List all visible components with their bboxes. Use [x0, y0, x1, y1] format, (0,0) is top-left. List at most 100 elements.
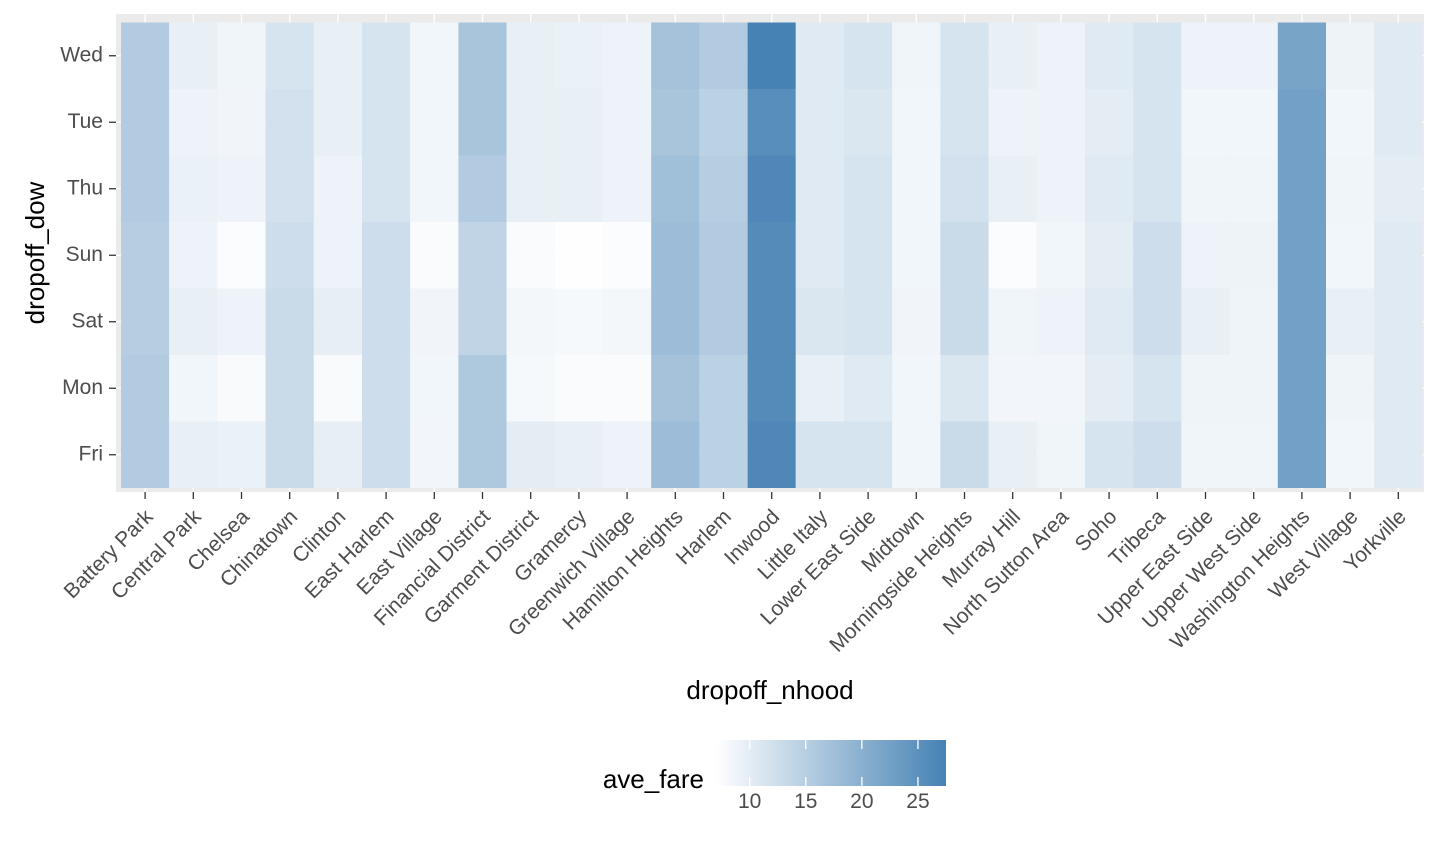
heatmap-tile	[795, 89, 844, 156]
heatmap-tile	[169, 222, 218, 289]
heatmap-tile	[1277, 421, 1326, 488]
heatmap-tile	[313, 421, 362, 488]
heatmap-tile	[265, 222, 314, 289]
heatmap-tile	[988, 222, 1037, 289]
heatmap-tile	[1085, 89, 1134, 156]
heatmap-tile	[1181, 288, 1230, 355]
heatmap-tile	[410, 355, 459, 422]
heatmap-tile	[747, 155, 796, 222]
heatmap-tile	[795, 22, 844, 89]
heatmap-tile	[554, 22, 603, 89]
y-axis: Fri Mon Sat Sun Thu Tue Wed	[60, 43, 116, 465]
heatmap-tile	[265, 288, 314, 355]
heatmap-tile	[1277, 155, 1326, 222]
heatmap-tile	[699, 89, 748, 156]
heatmap-tile	[506, 89, 555, 156]
heatmap-tile	[217, 222, 266, 289]
heatmap-tile	[410, 222, 459, 289]
y-tick-label: Tue	[68, 110, 103, 133]
heatmap-tile	[892, 155, 941, 222]
heatmap-tile	[940, 89, 989, 156]
heatmap-tile	[603, 22, 652, 89]
heatmap-tile	[603, 222, 652, 289]
heatmap-tile	[651, 155, 700, 222]
heatmap-tile	[988, 421, 1037, 488]
heatmap-tile	[1133, 421, 1182, 488]
heatmap-tile	[1181, 421, 1230, 488]
legend-colorbar	[716, 740, 946, 786]
heatmap-tile	[410, 22, 459, 89]
heatmap-tile	[603, 89, 652, 156]
heatmap-tile	[554, 355, 603, 422]
heatmap-tile	[410, 155, 459, 222]
heatmap-tile	[362, 222, 411, 289]
heatmap-tile	[458, 22, 507, 89]
heatmap-tile	[313, 222, 362, 289]
heatmap-tile	[1326, 155, 1375, 222]
heatmap-tile	[1036, 22, 1085, 89]
heatmap-tile	[121, 155, 170, 222]
heatmap-tile	[1133, 22, 1182, 89]
legend-tick-label: 15	[794, 790, 817, 813]
heatmap-tile	[844, 155, 893, 222]
heatmap-tile	[313, 89, 362, 156]
heatmap-tile	[217, 421, 266, 488]
heatmap-tile	[1277, 89, 1326, 156]
heatmap-tile	[699, 222, 748, 289]
y-tick-label: Sat	[71, 309, 103, 332]
heatmap-tile	[1181, 355, 1230, 422]
heatmap-tile	[1133, 155, 1182, 222]
heatmap-tile	[1133, 89, 1182, 156]
heatmap-tile	[988, 89, 1037, 156]
heatmap-tile	[362, 89, 411, 156]
heatmap-tile	[651, 288, 700, 355]
heatmap-tile	[169, 155, 218, 222]
heatmap-tile	[1229, 421, 1278, 488]
heatmap-tile	[506, 22, 555, 89]
heatmap-tile	[1181, 89, 1230, 156]
heatmap-tile	[506, 355, 555, 422]
heatmap-tile	[362, 288, 411, 355]
heatmap-tile	[554, 288, 603, 355]
heatmap-tile	[1374, 355, 1423, 422]
heatmap-tile	[892, 421, 941, 488]
heatmap-tile	[506, 222, 555, 289]
legend-title: ave_fare	[603, 764, 704, 794]
heatmap-tile	[699, 22, 748, 89]
heatmap-tile	[554, 421, 603, 488]
heatmap-tile	[121, 355, 170, 422]
heatmap-tile	[844, 355, 893, 422]
heatmap-tile	[795, 288, 844, 355]
heatmap-tile	[265, 89, 314, 156]
heatmap-tile	[651, 222, 700, 289]
heatmap-tile	[747, 22, 796, 89]
heatmap-tile	[1326, 222, 1375, 289]
heatmap-tile	[554, 89, 603, 156]
heatmap-tile	[121, 421, 170, 488]
legend: ave_fare 10 15 20 25	[603, 740, 946, 813]
heatmap-tile	[1085, 288, 1134, 355]
heatmap-tile	[1036, 288, 1085, 355]
heatmap-tile	[892, 355, 941, 422]
heatmap-tile	[747, 89, 796, 156]
heatmap-tile	[410, 89, 459, 156]
heatmap-tile	[795, 355, 844, 422]
heatmap-tile	[1326, 89, 1375, 156]
heatmap-tile	[554, 222, 603, 289]
y-tick-label: Wed	[60, 43, 103, 66]
heatmap-tile	[121, 222, 170, 289]
heatmap-tile	[1085, 155, 1134, 222]
heatmap-tile	[1277, 355, 1326, 422]
heatmap-tile	[458, 89, 507, 156]
heatmap-tile	[651, 355, 700, 422]
heatmap-tile	[603, 421, 652, 488]
heatmap-tile	[603, 355, 652, 422]
heatmap-tile	[844, 222, 893, 289]
heatmap-tile	[747, 421, 796, 488]
heatmap-tile	[1181, 222, 1230, 289]
heatmap-tile	[651, 421, 700, 488]
heatmap-tile	[217, 22, 266, 89]
heatmap-tile	[1036, 421, 1085, 488]
heatmap-tile	[1277, 222, 1326, 289]
